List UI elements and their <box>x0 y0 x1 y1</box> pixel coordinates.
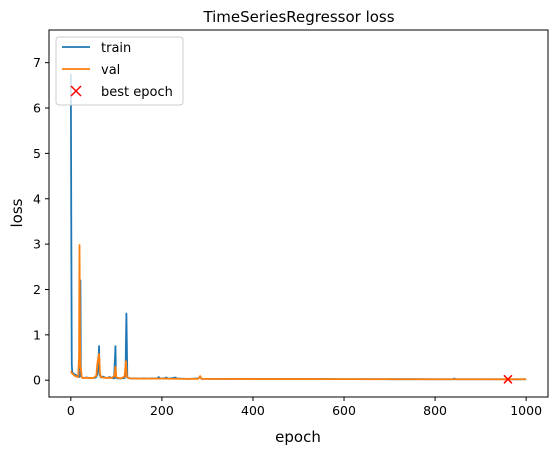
y-axis: 0 1 2 3 4 5 6 7 <box>33 55 49 388</box>
x-tick-label: 1000 <box>510 403 542 418</box>
y-tick-label: 7 <box>33 55 41 70</box>
y-tick-label: 5 <box>33 146 41 161</box>
y-tick-label: 1 <box>33 327 41 342</box>
legend-label-val: val <box>101 63 120 78</box>
chart-title: TimeSeriesRegressor loss <box>202 8 394 26</box>
x-tick-label: 400 <box>241 403 265 418</box>
y-tick-label: 3 <box>33 237 41 252</box>
legend: train val best epoch <box>55 36 184 106</box>
x-tick-label: 600 <box>332 403 356 418</box>
series-val-line <box>70 244 527 381</box>
legend-box <box>55 36 184 106</box>
x-tick-label: 0 <box>67 403 75 418</box>
y-tick-label: 4 <box>33 191 41 206</box>
y-tick-label: 6 <box>33 101 41 116</box>
legend-marker-best-epoch <box>70 85 82 97</box>
legend-label-train: train <box>101 41 131 56</box>
x-axis: 0 200 400 600 800 1000 <box>67 397 542 418</box>
series-layer <box>69 73 527 384</box>
plot-frame <box>48 29 549 398</box>
x-tick-label: 200 <box>150 403 174 418</box>
y-tick-label: 0 <box>33 373 41 388</box>
plot-area <box>69 73 527 384</box>
series-best-epoch-marker <box>503 374 513 384</box>
x-tick-label: 800 <box>423 403 447 418</box>
x-axis-label: epoch <box>275 428 321 446</box>
y-tick-label: 2 <box>33 282 41 297</box>
legend-label-best-epoch: best epoch <box>101 85 173 100</box>
y-axis-label: loss <box>8 198 26 227</box>
